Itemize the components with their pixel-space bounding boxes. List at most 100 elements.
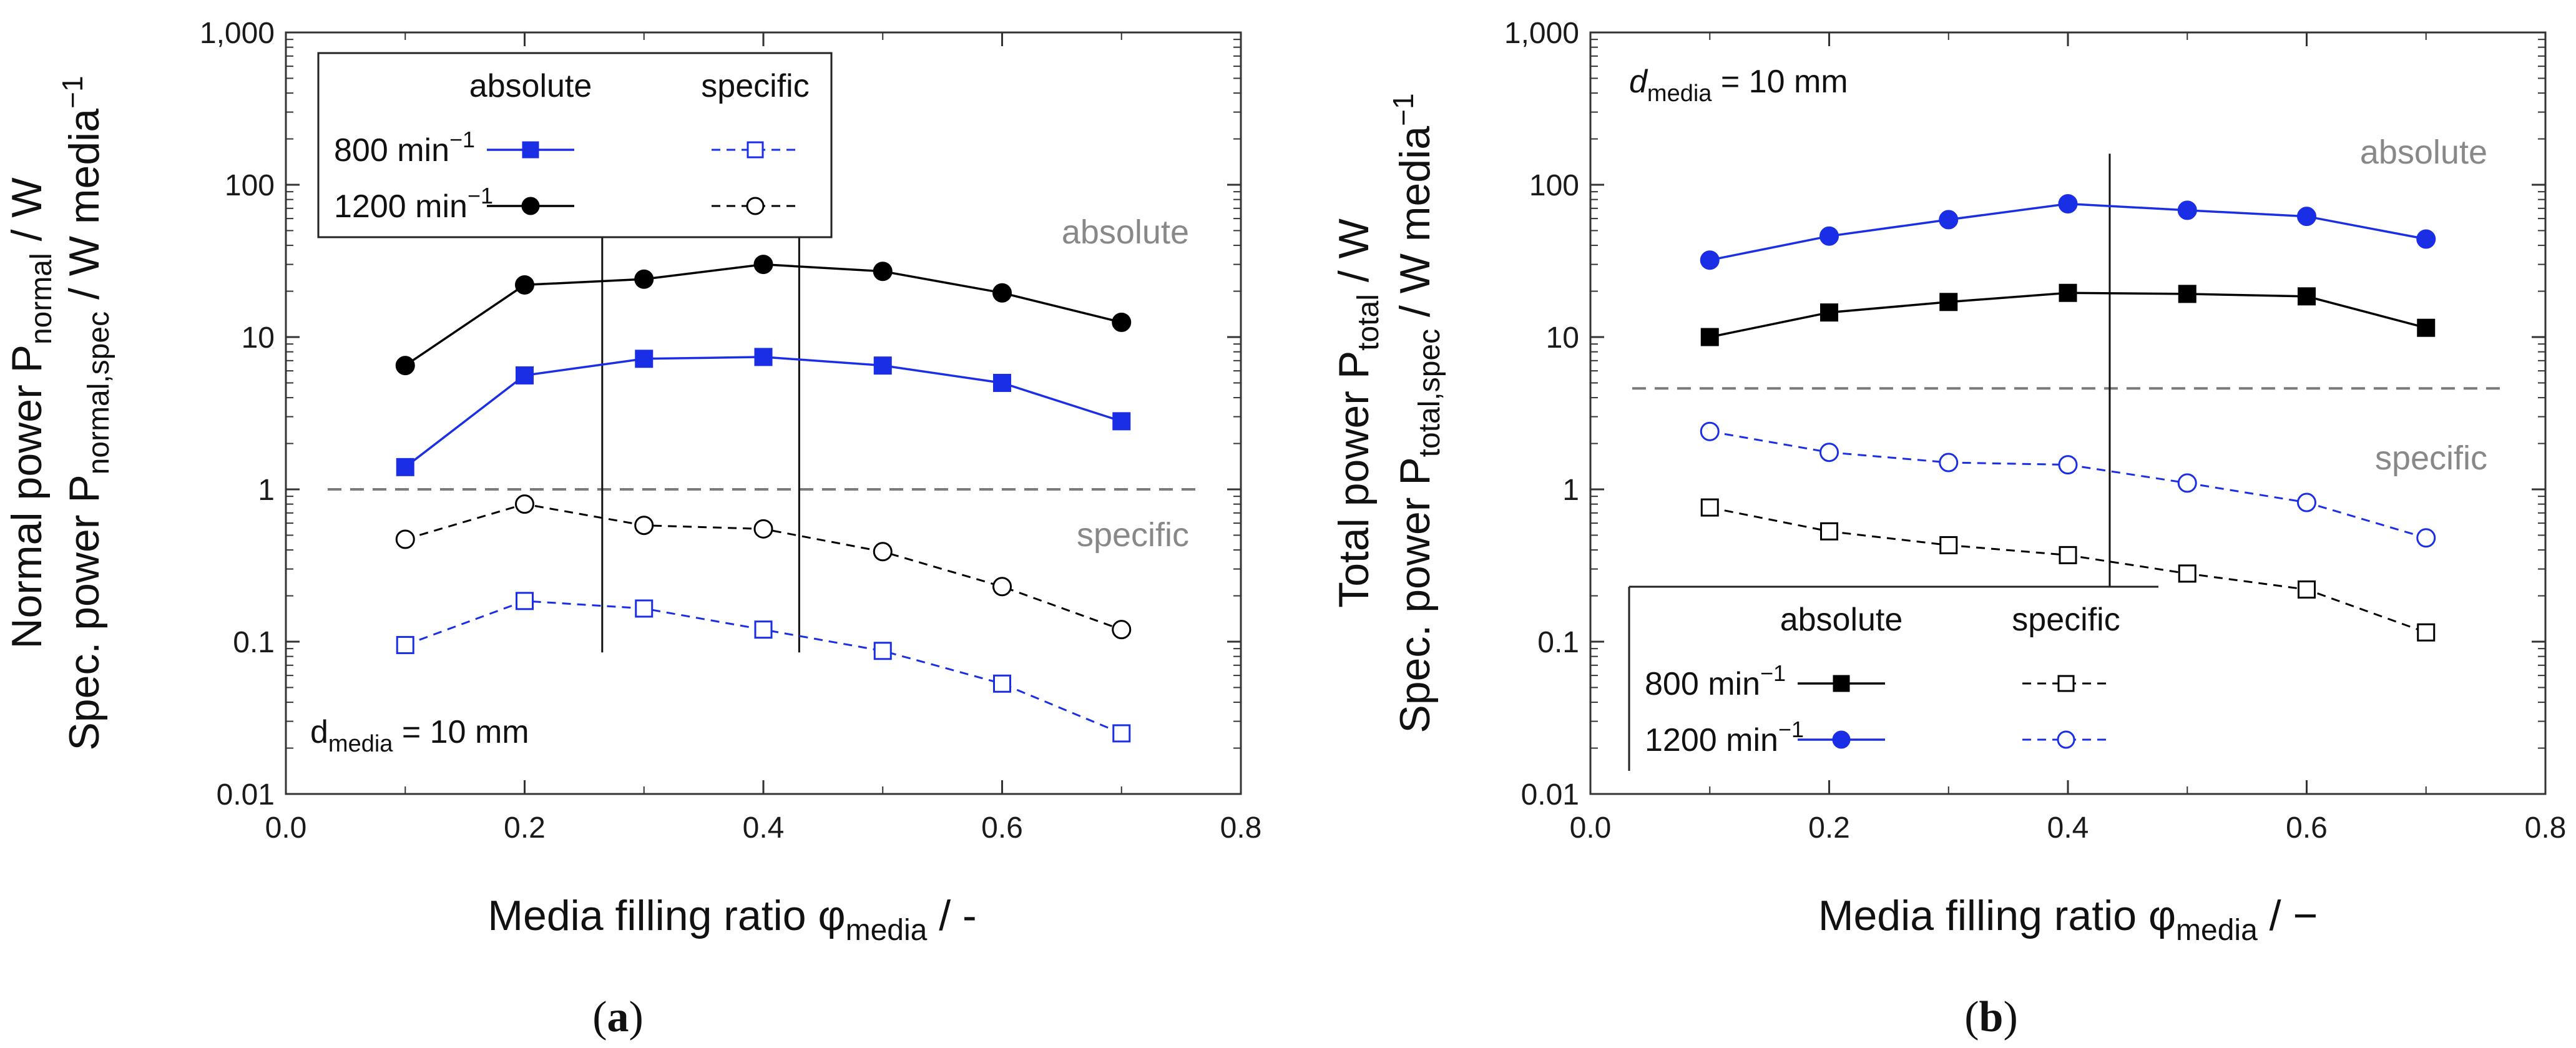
data-point-a-0 [992, 283, 1012, 303]
legend-header-specific-a: specific [701, 68, 809, 104]
x-tick-label-a: 0.2 [504, 811, 546, 845]
data-point-b-1 [2178, 285, 2196, 303]
data-point-b-2 [2177, 473, 2197, 493]
y-axis-label-b: Total power Ptotal / W [1330, 218, 1385, 608]
y-tick-label-a: 0.1 [233, 626, 275, 659]
data-point-b-2 [1819, 443, 1839, 463]
data-point-b-2 [2058, 455, 2078, 475]
region-label-absolute-b: absolute [2360, 134, 2487, 171]
data-point-b-0 [2058, 193, 2078, 213]
data-point-a-3 [516, 592, 534, 610]
legend-label-a-1: 1200 min−1 [334, 183, 493, 225]
data-point-a-0 [1112, 312, 1132, 332]
data-point-b-3 [2178, 564, 2196, 583]
data-point-a-0 [753, 255, 773, 275]
x-tick-label-b: 0.2 [1808, 811, 1850, 845]
data-point-b-3 [2417, 623, 2436, 642]
legend-label-b-1: 1200 min−1 [1645, 717, 1804, 758]
x-tick-label-a: 0.0 [265, 811, 307, 845]
x-tick-label-b: 0.0 [1570, 811, 1612, 845]
legend-marker-specific-a-1 [746, 197, 765, 215]
legend-label-a-0: 800 min−1 [334, 127, 475, 169]
data-point-b-0 [2416, 229, 2436, 249]
data-point-b-3 [2059, 546, 2077, 564]
region-label-specific-b: specific [2375, 439, 2487, 477]
data-point-a-0 [873, 262, 893, 282]
y-axis-label-secondary-b: Spec. power Ptotal,spec / W media−1 [1387, 93, 1446, 733]
data-point-b-3 [2298, 580, 2316, 599]
data-point-a-1 [396, 458, 414, 476]
x-tick-label-b: 0.4 [2047, 811, 2089, 845]
y-tick-label-b: 0.01 [1521, 778, 1579, 811]
data-point-a-1 [1112, 412, 1131, 431]
region-label-absolute-a: absolute [1062, 213, 1189, 251]
data-point-a-2 [515, 494, 534, 514]
x-axis-label-a: Media filling ratio φmedia / - [487, 892, 976, 947]
data-point-a-3 [754, 620, 773, 639]
y-tick-label-b: 100 [1529, 169, 1579, 202]
legend-marker-specific-b-0 [2057, 675, 2075, 692]
data-point-b-0 [1939, 210, 1959, 230]
y-tick-label-b: 10 [1546, 321, 1579, 355]
data-point-b-0 [2177, 200, 2197, 220]
data-point-b-2 [2416, 528, 2436, 548]
data-point-a-2 [395, 529, 415, 549]
data-point-b-1 [1700, 328, 1719, 346]
x-tick-label-a: 0.8 [1220, 811, 1262, 845]
data-point-b-0 [1819, 226, 1839, 246]
legend-marker-absolute-b-0 [1833, 675, 1850, 692]
legend-header-specific-b: specific [2012, 602, 2120, 638]
data-point-b-1 [2417, 318, 2436, 337]
data-point-a-2 [634, 516, 654, 536]
chart-panel-a: 0.01 0.1 1 10 100 1,000 0.0 0.2 0.4 0.6 0.8 absolut… [3, 17, 1261, 1041]
data-point-b-3 [1820, 522, 1838, 541]
data-point-b-2 [1700, 421, 1720, 441]
legend-label-b-0: 800 min−1 [1645, 660, 1786, 702]
x-axis-label-b: Media filling ratio φmedia / − [1818, 892, 2318, 947]
data-point-a-1 [635, 350, 654, 368]
series-line-a-1 [404, 356, 1122, 468]
y-tick-label-b: 0.1 [1537, 626, 1579, 659]
legend-marker-absolute-a-0 [522, 141, 539, 159]
legend-header-absolute-b: absolute [1780, 602, 1903, 638]
data-point-a-3 [873, 642, 892, 660]
y-axis-label-secondary-a: Spec. power Pnormal,spec / W media−1 [56, 76, 115, 750]
x-tick-label-a: 0.6 [981, 811, 1023, 845]
data-point-b-0 [2297, 207, 2316, 227]
data-point-a-3 [1112, 724, 1131, 743]
data-point-a-3 [396, 635, 414, 654]
y-tick-label-a: 1,000 [200, 17, 275, 50]
region-label-specific-a: specific [1077, 516, 1189, 554]
panel-label-a: (a) [592, 993, 644, 1041]
data-point-a-3 [635, 599, 654, 618]
data-point-a-2 [1112, 620, 1132, 640]
data-point-b-3 [1939, 536, 1958, 554]
y-tick-label-a: 10 [242, 321, 275, 355]
annotation-dmedia-b: dmedia = 10 mm [1629, 64, 1848, 107]
data-point-a-2 [873, 542, 893, 562]
legend-header-absolute-a: absolute [469, 68, 592, 104]
data-point-a-1 [993, 373, 1011, 392]
data-point-b-0 [1700, 250, 1720, 270]
data-point-b-3 [1700, 498, 1719, 517]
data-point-b-1 [1820, 303, 1838, 322]
x-tick-label-b: 0.8 [2525, 811, 2567, 845]
data-point-a-0 [634, 269, 654, 289]
data-point-b-2 [2297, 492, 2316, 512]
panel-label-b: (b) [1964, 993, 2018, 1041]
y-tick-label-a: 1 [258, 474, 275, 507]
data-point-a-1 [873, 356, 892, 375]
data-point-b-1 [2059, 283, 2077, 302]
legend-marker-specific-a-0 [747, 141, 764, 159]
legend-marker-absolute-a-1 [521, 197, 540, 215]
data-point-a-0 [515, 275, 534, 295]
x-tick-label-a: 0.4 [743, 811, 785, 845]
data-point-a-2 [753, 519, 773, 539]
y-tick-label-b: 1 [1562, 474, 1579, 507]
y-tick-label-a: 0.01 [217, 778, 275, 811]
series-line-b-2 [1710, 430, 2427, 539]
y-tick-label-a: 100 [225, 169, 275, 202]
legend-marker-specific-b-1 [2057, 730, 2075, 749]
data-point-b-1 [2298, 287, 2316, 306]
